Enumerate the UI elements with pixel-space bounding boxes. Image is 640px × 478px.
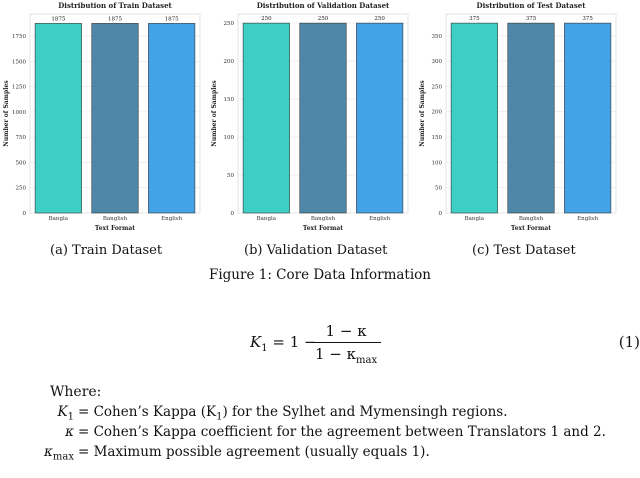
y-tick-label: 100 [432, 160, 443, 166]
chart-title: Distribution of Validation Dataset [257, 1, 390, 10]
y-axis-label: Number of Samples [211, 80, 218, 147]
y-tick-label: 250 [432, 84, 443, 90]
equation-fraction: 1 − κ 1 − κmax [311, 320, 382, 372]
bar-bangla [34, 23, 82, 214]
y-tick-label: 150 [224, 97, 235, 103]
equation-equals: = 1 − [272, 333, 317, 351]
data-label: 1875 [165, 16, 179, 22]
definition-text: = Cohen’s Kappa (K1) for the Sylhet and … [78, 404, 508, 423]
y-axis-label: Number of Samples [3, 80, 10, 147]
where-label: Where: [50, 384, 102, 400]
equation-lhs-sub: 1 [261, 343, 268, 354]
y-tick-label: 1000 [12, 110, 26, 116]
x-tick-label: Bangla [257, 216, 277, 222]
bar-bangla [242, 22, 290, 214]
y-tick-label: 200 [432, 110, 443, 116]
x-tick-label: English [577, 216, 598, 222]
y-tick-label: 250 [16, 186, 27, 192]
subcaption-test: (c) Test Dataset [472, 243, 576, 258]
definition-text: = Cohen’s Kappa coefficient for the agre… [78, 424, 606, 440]
subcaption-train: (a) Train Dataset [50, 243, 163, 258]
x-tick-label: Banglish [519, 216, 544, 222]
equation-numerator: 1 − κ [311, 320, 382, 343]
y-tick-label: 0 [23, 211, 27, 217]
x-tick-label: Bangla [49, 216, 69, 222]
bar-banglish [507, 22, 555, 214]
validation-chart: Distribution of Validation Dataset 0 50 100… [211, 1, 409, 232]
bar-english [564, 22, 612, 214]
definition-symbol: κmax [44, 444, 74, 463]
test-chart: Distribution of Test Dataset 0 50 100 150 200… [419, 1, 617, 232]
y-tick-label: 50 [227, 173, 234, 179]
x-axis-label: Text Format [511, 225, 551, 232]
y-tick-label: 1750 [12, 34, 26, 40]
y-tick-label: 300 [432, 59, 443, 65]
y-tick-label: 150 [432, 135, 443, 141]
equation-denominator-text: 1 − κ [315, 345, 357, 363]
x-axis-label: Text Format [303, 225, 343, 232]
data-label: 1875 [51, 16, 65, 22]
equation-number: (1) [618, 333, 640, 351]
x-tick-label: Banglish [311, 216, 336, 222]
figure-caption: Figure 1: Core Data Information [208, 267, 432, 283]
y-tick-label: 500 [16, 160, 27, 166]
y-tick-label: 0 [439, 211, 443, 217]
definition-symbol: K1 [57, 404, 74, 423]
y-tick-label: 350 [432, 34, 443, 40]
train-chart: Distribution of Train Dataset 0 250 500 750 1… [3, 1, 201, 232]
y-axis-label: Number of Samples [419, 80, 426, 147]
data-label: 250 [261, 16, 272, 22]
x-tick-label: Bangla [465, 216, 485, 222]
bar-banglish [299, 22, 347, 214]
bar-english [356, 22, 404, 214]
subcaption-validation: (b) Validation Dataset [244, 243, 388, 258]
y-tick-label: 100 [224, 135, 235, 141]
definition-symbol: κ [65, 424, 74, 440]
x-tick-label: Banglish [103, 216, 128, 222]
y-tick-label: 1500 [12, 59, 26, 65]
equation-lhs-symbol: K [250, 333, 262, 351]
y-tick-label: 200 [224, 59, 235, 65]
y-tick-label: 250 [224, 21, 235, 27]
data-label: 250 [374, 16, 385, 22]
chart-title: Distribution of Train Dataset [58, 1, 172, 10]
data-label: 1875 [108, 16, 122, 22]
y-tick-label: 0 [231, 211, 235, 217]
equation-denominator-sub: max [356, 355, 378, 366]
figure-1: Distribution of Train Dataset 0 250 500 750 1… [3, 1, 617, 232]
x-tick-label: English [161, 216, 182, 222]
x-axis-label: Text Format [95, 225, 135, 232]
y-tick-label: 750 [16, 135, 27, 141]
data-label: 375 [469, 16, 480, 22]
chart-title: Distribution of Test Dataset [477, 1, 587, 10]
data-label: 375 [582, 16, 593, 22]
x-tick-label: English [369, 216, 390, 222]
y-tick-label: 50 [435, 186, 442, 192]
equation-lhs: K1 = 1 − [250, 333, 317, 354]
data-label: 250 [318, 16, 329, 22]
bar-banglish [91, 23, 139, 214]
data-label: 375 [526, 16, 537, 22]
definition-text: = Maximum possible agreement (usually eq… [78, 444, 430, 460]
bar-english [148, 23, 196, 214]
bar-bangla [450, 22, 498, 214]
equation: K1 = 1 − 1 − κ 1 − κmax (1) [0, 320, 640, 370]
equation-denominator: 1 − κmax [311, 343, 381, 372]
y-tick-label: 1250 [12, 85, 26, 91]
